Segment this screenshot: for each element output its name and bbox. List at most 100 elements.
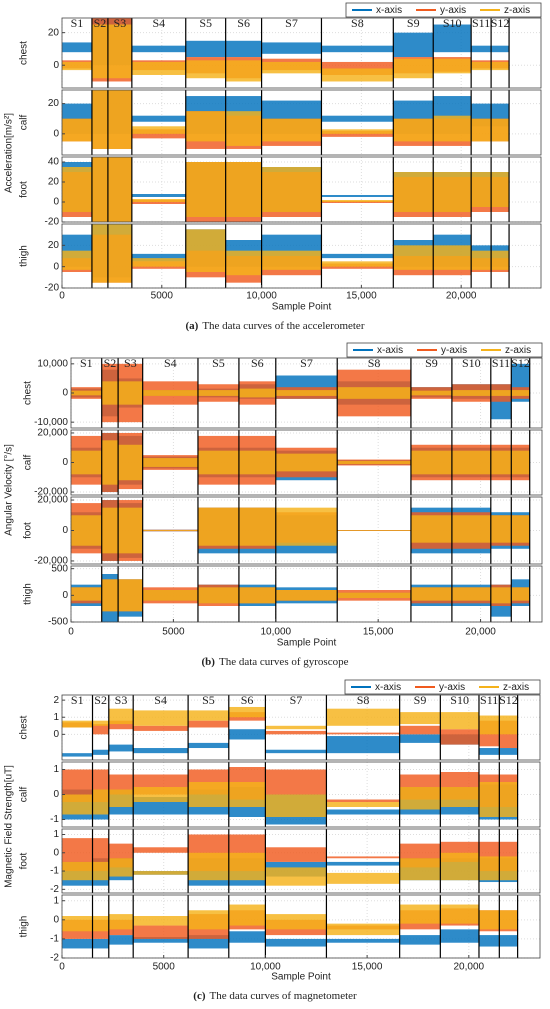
y-tick-label: 1 xyxy=(53,829,59,840)
signal-band xyxy=(185,229,226,272)
signal-band xyxy=(225,111,262,146)
y-axis-label: Acceleration[m/s²] xyxy=(4,113,15,193)
signal-band xyxy=(499,782,518,817)
signal-band xyxy=(410,587,452,601)
signal-band xyxy=(261,250,322,270)
signal-band xyxy=(478,782,500,817)
signal-band xyxy=(399,725,441,735)
signal-band xyxy=(185,162,226,217)
segment-label: S6 xyxy=(237,16,250,30)
signal-band xyxy=(133,925,189,939)
signal-band xyxy=(62,753,93,757)
segment-label: S11 xyxy=(472,16,490,30)
segment-label: S6 xyxy=(251,356,264,370)
y-tick-label: 0 xyxy=(53,789,59,800)
x-tick-label: 15,000 xyxy=(346,291,377,302)
signal-band xyxy=(491,61,510,71)
signal-band xyxy=(321,261,394,267)
signal-band xyxy=(265,847,327,862)
signal-band xyxy=(265,725,327,730)
y-tick-label: 0 xyxy=(62,457,68,468)
signal-band xyxy=(321,253,394,259)
signal-band xyxy=(228,904,266,926)
signal-band xyxy=(275,453,338,472)
signal-band xyxy=(131,258,186,267)
x-tick-label: 15,000 xyxy=(352,962,383,973)
signal-band xyxy=(92,789,109,815)
signal-band xyxy=(440,729,479,745)
signal-band xyxy=(91,224,108,283)
signal-band xyxy=(433,245,472,270)
segment-label: S12 xyxy=(499,693,518,707)
signal-band xyxy=(71,515,102,546)
signal-band xyxy=(326,802,400,807)
signal-band xyxy=(188,720,229,728)
legend-box xyxy=(344,679,541,695)
subplot-label: foot xyxy=(23,522,34,539)
signal-band xyxy=(133,847,189,853)
signal-band xyxy=(131,194,186,197)
signal-band xyxy=(62,61,92,71)
y-tick-label: 1 xyxy=(53,764,59,775)
signal-band xyxy=(265,914,327,930)
subplot-label: foot xyxy=(19,852,30,869)
x-tick-label: 5000 xyxy=(151,291,174,302)
signal-band xyxy=(108,708,134,725)
signal-band xyxy=(326,856,400,859)
signal-band xyxy=(225,60,262,82)
signal-band xyxy=(133,871,189,875)
signal-band xyxy=(107,157,132,222)
signal-band xyxy=(393,58,434,79)
signal-band xyxy=(225,250,262,276)
signal-band xyxy=(185,111,226,142)
signal-band xyxy=(107,90,132,149)
segment-label: S3 xyxy=(124,356,137,370)
signal-band xyxy=(228,852,266,881)
signal-band xyxy=(393,172,434,212)
y-tick-label: 0 xyxy=(53,261,59,272)
subplot-label: thigh xyxy=(23,583,34,605)
signal-band xyxy=(142,390,198,396)
plot-area xyxy=(71,500,530,561)
subplot-label: thigh xyxy=(19,245,30,267)
signal-band xyxy=(261,167,322,212)
signal-band xyxy=(265,769,327,795)
y-tick-label: 0 xyxy=(53,60,59,71)
signal-band xyxy=(478,910,500,930)
signal-band xyxy=(261,61,322,74)
axes-box xyxy=(61,17,542,89)
legend-label: y-axis xyxy=(440,5,466,16)
signal-band xyxy=(499,910,518,930)
segment-label: S12 xyxy=(511,356,530,370)
signal-band xyxy=(451,587,491,601)
segment-label: S9 xyxy=(425,356,438,370)
signal-band xyxy=(499,935,518,947)
x-tick-label: 20,000 xyxy=(454,962,485,973)
x-tick-label: 20,000 xyxy=(465,627,496,638)
signal-band xyxy=(491,118,510,142)
legend-label: x-axis xyxy=(376,5,402,16)
axes-box xyxy=(70,565,543,623)
signal-band xyxy=(451,390,491,396)
signal-band xyxy=(326,872,400,884)
signal-band xyxy=(261,118,322,142)
signal-band xyxy=(478,715,500,735)
signal-band xyxy=(131,199,186,202)
signal-band xyxy=(108,744,134,752)
signal-band xyxy=(71,450,102,475)
segment-label: S10 xyxy=(443,16,462,30)
segment-label: S10 xyxy=(450,693,469,707)
signal-band xyxy=(491,172,510,207)
y-tick-label: -500 xyxy=(48,617,68,628)
signal-band xyxy=(321,200,394,202)
signal-band xyxy=(499,748,518,755)
segment-label: S2 xyxy=(94,16,107,30)
plot-area xyxy=(71,363,530,423)
caption: (c) The data curves of magnetometer xyxy=(193,990,357,1002)
signal-band xyxy=(238,587,276,604)
signal-band xyxy=(133,710,189,726)
signal-band xyxy=(337,461,411,464)
segment-label: S12 xyxy=(491,16,510,30)
signal-band xyxy=(131,45,186,53)
